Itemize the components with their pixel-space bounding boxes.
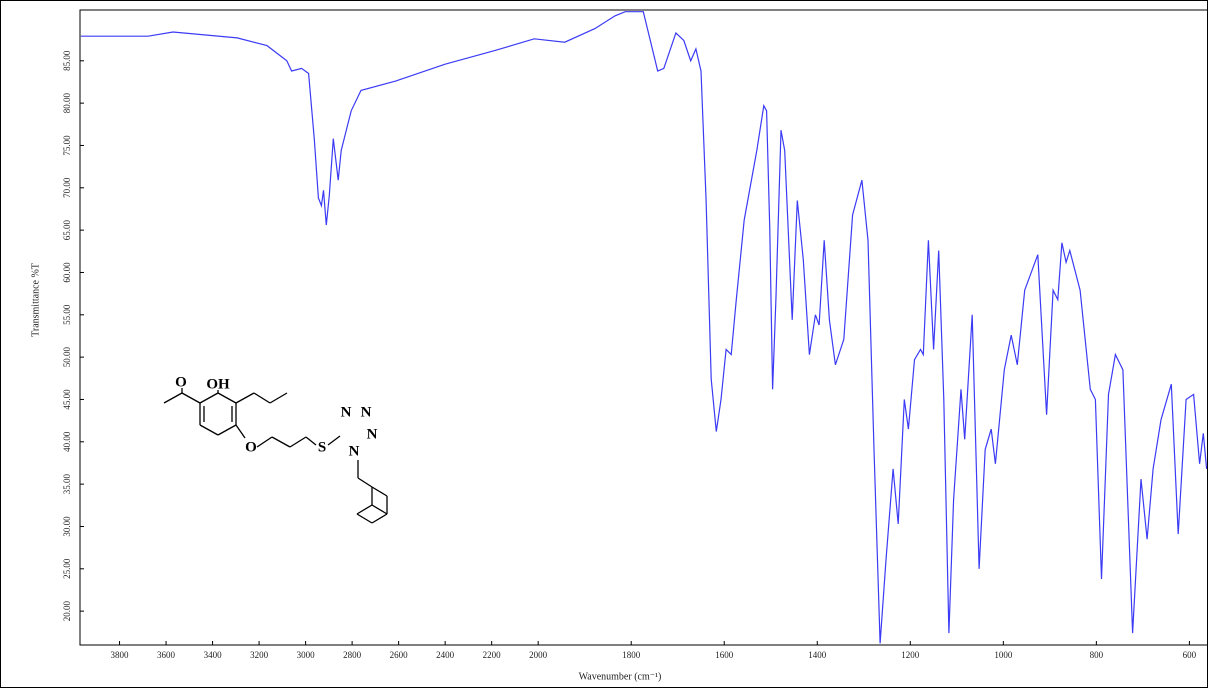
spectrum-line <box>80 11 1208 644</box>
y-tick-label: 65.00 <box>62 220 72 241</box>
y-tick-label: 80.00 <box>62 93 72 114</box>
y-tick-label: 70.00 <box>62 177 72 198</box>
x-tick-label: 3800 <box>111 650 130 660</box>
y-tick-label: 50.00 <box>62 347 72 368</box>
y-tick-label: 40.00 <box>62 431 72 452</box>
x-tick-label: 3600 <box>157 650 176 660</box>
y-tick-label: 25.00 <box>62 558 72 579</box>
atom-label: O <box>175 374 187 390</box>
x-tick-label: 2000 <box>529 650 548 660</box>
x-tick-label: 3000 <box>297 650 316 660</box>
structure <box>163 388 388 524</box>
x-tick-label: 1800 <box>622 650 641 660</box>
y-tick-label: 55.00 <box>62 304 72 325</box>
x-tick-label: 2400 <box>436 650 455 660</box>
y-tick-label: 35.00 <box>62 474 72 495</box>
y-tick-label: 60.00 <box>62 262 72 283</box>
x-tick-label: 1200 <box>901 650 920 660</box>
atom-label: O <box>245 439 257 455</box>
atom-label: N <box>361 404 372 420</box>
y-tick-label: 30.00 <box>62 516 72 537</box>
atom-label: N <box>349 443 360 459</box>
y-tick-label: 20.00 <box>62 601 72 622</box>
x-axis-label: Wavenumber (cm⁻¹) <box>579 671 662 682</box>
atom-label: S <box>318 439 326 455</box>
x-tick-label: 800 <box>1090 650 1104 660</box>
plot-frame <box>79 9 1208 646</box>
atom-label: OH <box>206 376 230 392</box>
x-tick-label: 1400 <box>808 650 827 660</box>
y-tick-label: 85.00 <box>62 50 72 71</box>
x-tick-label: 600 <box>1183 650 1197 660</box>
x-tick-label: 3400 <box>204 650 223 660</box>
x-tick-label: 3200 <box>250 650 269 660</box>
x-tick-label: 2200 <box>483 650 502 660</box>
y-tick-label: 75.00 <box>62 135 72 156</box>
x-tick-label: 2600 <box>390 650 409 660</box>
x-tick-label: 1600 <box>715 650 734 660</box>
x-tick-label: 1000 <box>994 650 1013 660</box>
atom-label: N <box>341 404 352 420</box>
y-axis-label: Transmittance %T <box>30 263 41 337</box>
y-tick-label: 45.00 <box>62 389 72 410</box>
atom-label: N <box>367 426 378 442</box>
x-tick-label: 2800 <box>343 650 362 660</box>
